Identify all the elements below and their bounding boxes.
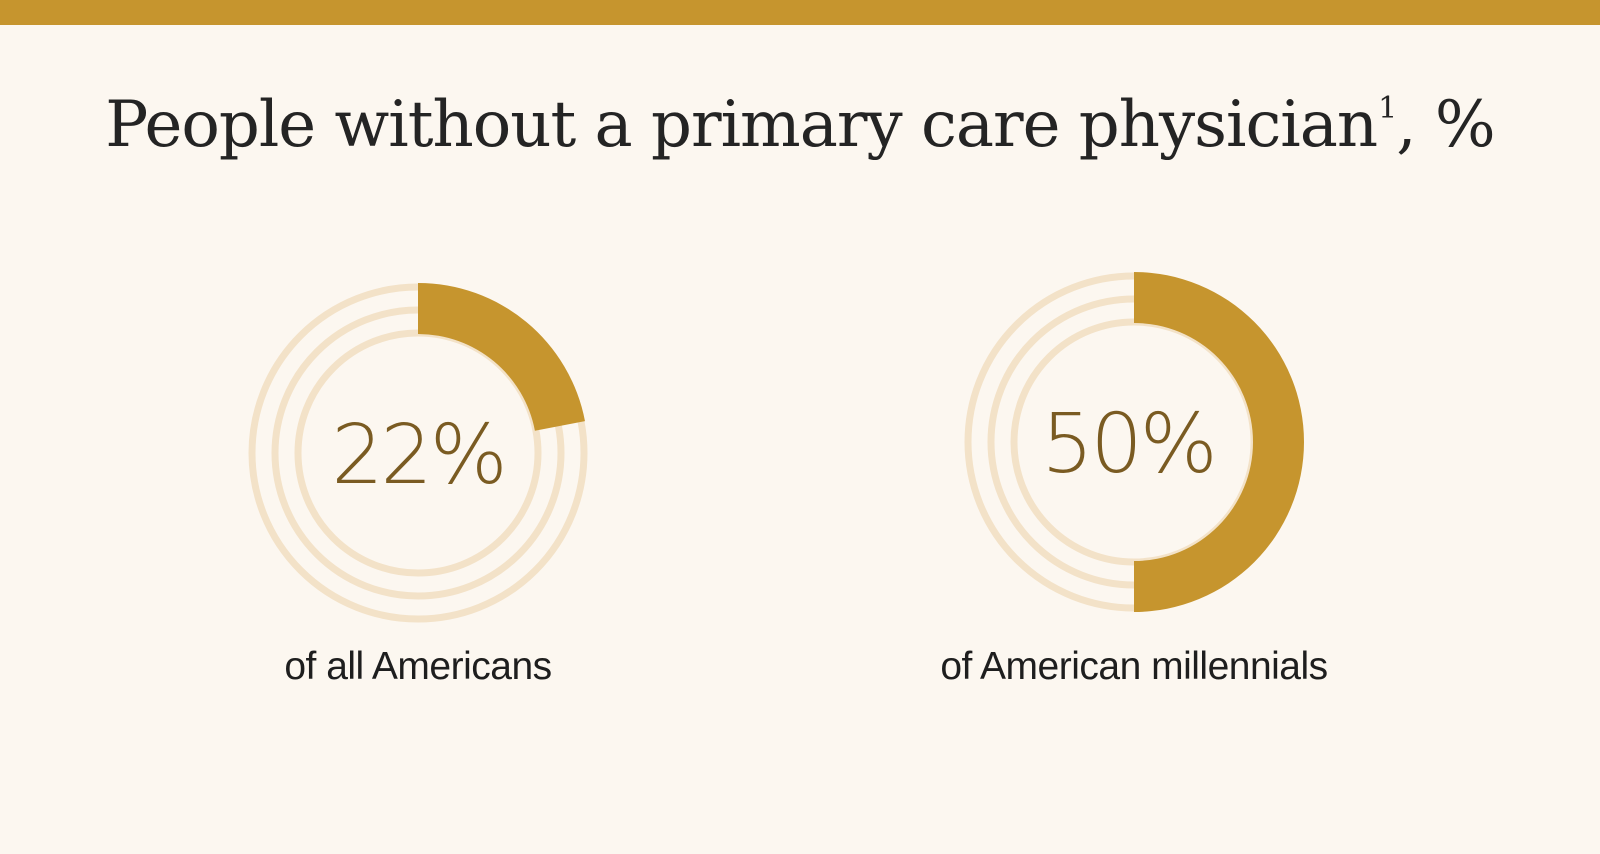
top-accent-bar [0,0,1600,25]
donut-chart-millennials: 50% [964,272,1304,612]
title-footnote-marker: 1 [1378,91,1397,126]
chart-title-text: People without a primary care physician [105,88,1378,162]
value-label-millennials: 50% [1041,397,1214,492]
value-label-americans: 22% [331,408,504,503]
value-arc-millennials [1134,272,1304,612]
chart-title-unit: , % [1396,88,1495,162]
donut-chart-americans: 22% [248,283,588,623]
value-arc-americans [418,283,585,431]
caption-millennials: of American millennials [940,645,1328,688]
caption-americans: of all Americans [284,645,552,688]
chart-title: People without a primary care physician1… [0,88,1600,162]
